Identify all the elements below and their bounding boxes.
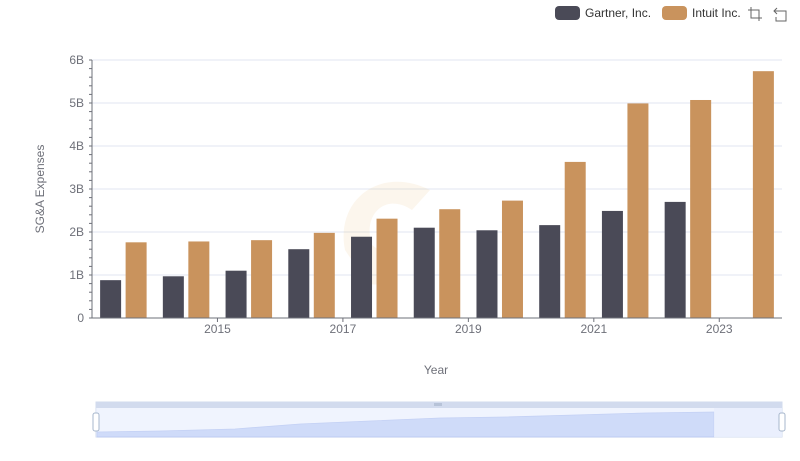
bar-gartner-2020[interactable] — [476, 230, 498, 318]
legend-label-intuit: Intuit Inc. — [692, 6, 741, 20]
legend-swatch-intuit — [662, 6, 687, 20]
legend-item-intuit[interactable]: Intuit Inc. — [662, 4, 741, 22]
bar-intuit-2022[interactable] — [627, 103, 649, 319]
bar-gartner-2023[interactable] — [664, 201, 686, 318]
bar-gartner-2018[interactable] — [351, 236, 373, 318]
data-zoom-move-handle[interactable] — [434, 403, 442, 406]
bar-intuit-2023[interactable] — [690, 99, 712, 319]
bar-gartner-2014[interactable] — [100, 280, 122, 318]
bar-intuit-2015[interactable] — [188, 241, 210, 318]
data-zoom-handle-left[interactable] — [92, 412, 100, 432]
bar-gartner-2015[interactable] — [162, 276, 184, 318]
y-tick-label: 0 — [77, 311, 84, 325]
bar-intuit-2024[interactable] — [752, 71, 774, 319]
x-axis-title: Year — [424, 363, 448, 377]
bar-gartner-2016[interactable] — [225, 270, 247, 318]
y-tick-label: 1B — [69, 268, 84, 282]
legend-label-gartner: Gartner, Inc. — [585, 6, 652, 20]
y-tick-label: 5B — [69, 96, 84, 110]
x-tick-label: 2015 — [204, 322, 231, 336]
bar-intuit-2017[interactable] — [313, 232, 335, 318]
bar-intuit-2016[interactable] — [251, 240, 273, 318]
bar-intuit-2020[interactable] — [501, 200, 523, 318]
bar-intuit-2014[interactable] — [125, 242, 147, 318]
x-tick-label: 2023 — [706, 322, 733, 336]
bar-intuit-2018[interactable] — [376, 218, 398, 318]
x-tick-label: 2019 — [455, 322, 482, 336]
bar-gartner-2017[interactable] — [288, 249, 310, 318]
legend-swatch-gartner — [555, 6, 580, 20]
bar-gartner-2022[interactable] — [601, 210, 623, 318]
bars — [100, 71, 774, 319]
bar-intuit-2019[interactable] — [439, 209, 461, 318]
bar-gartner-2021[interactable] — [539, 225, 561, 318]
x-tick-label: 2017 — [330, 322, 357, 336]
y-tick-label: 3B — [69, 182, 84, 196]
y-tick-label: 6B — [69, 53, 84, 67]
y-tick-label: 4B — [69, 139, 84, 153]
x-tick-label: 2021 — [580, 322, 607, 336]
data-zoom-handle-right[interactable] — [778, 412, 786, 432]
data-zoom-slider[interactable] — [92, 401, 786, 438]
zoom-select-icon[interactable] — [747, 6, 763, 22]
bar-gartner-2019[interactable] — [413, 227, 435, 318]
axes: 0 1B 2B 3B 4B 5B 6B 2015 2017 2019 2021 2023 — [69, 53, 782, 336]
legend-item-gartner[interactable]: Gartner, Inc. — [555, 4, 651, 22]
restore-icon[interactable] — [773, 6, 789, 22]
y-axis-title: SG&A Expenses — [33, 145, 47, 234]
y-tick-label: 2B — [69, 225, 84, 239]
bar-intuit-2021[interactable] — [564, 161, 586, 318]
